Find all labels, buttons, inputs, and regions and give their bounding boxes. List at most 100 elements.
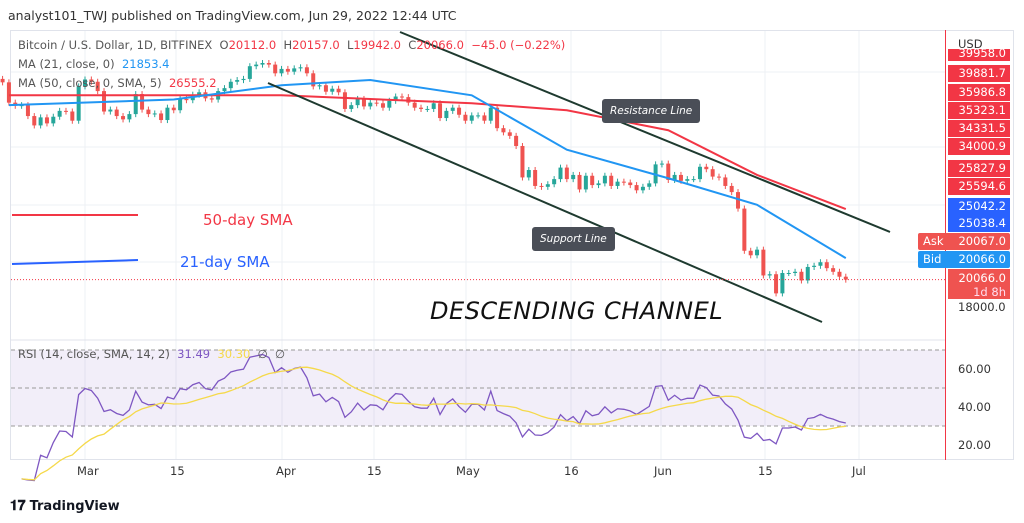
- channel-upper-line: [399, 31, 891, 233]
- candle-body: [260, 63, 265, 65]
- candle-body: [51, 116, 56, 124]
- low-value: 19942.0: [353, 38, 401, 52]
- candle-body: [95, 81, 100, 92]
- candle-body: [292, 68, 297, 72]
- candle-body: [374, 102, 379, 104]
- candle-body: [615, 181, 620, 186]
- candle-body: [83, 79, 87, 87]
- candle-body: [235, 80, 240, 82]
- candle-body: [672, 174, 677, 180]
- candle-body: [89, 79, 94, 82]
- x-tick: Mar: [77, 464, 99, 478]
- candle-body: [564, 167, 569, 180]
- candle-body: [647, 183, 652, 187]
- legend-ma21[interactable]: MA (21, close, 0) 21853.4: [18, 57, 170, 71]
- candle-body: [552, 179, 557, 185]
- ma21-label: MA (21, close, 0): [18, 57, 115, 71]
- high-label: H: [283, 38, 293, 52]
- candle-body: [368, 102, 373, 107]
- candle-body: [818, 262, 823, 266]
- x-tick: 15: [758, 464, 773, 478]
- x-tick: May: [456, 464, 480, 478]
- candle-body: [171, 107, 176, 111]
- candle-body: [786, 273, 791, 275]
- price-tag: 34331.5: [948, 120, 1010, 137]
- candle-body: [634, 185, 639, 191]
- bid-label: Bid: [923, 252, 942, 266]
- brand-name: TradingView: [29, 498, 120, 514]
- x-tick: Jun: [654, 464, 672, 478]
- candle-body: [6, 82, 11, 103]
- na-value: ∅: [275, 347, 286, 361]
- candle-body: [336, 88, 341, 93]
- candle-body: [349, 105, 354, 109]
- candle-body: [812, 265, 817, 267]
- price-tag: 39881.7: [948, 65, 1010, 82]
- candle-body: [298, 67, 303, 69]
- candle-body: [444, 110, 449, 119]
- candle-body: [178, 98, 183, 111]
- candle-body: [583, 175, 588, 190]
- ma50-value: 26555.2: [168, 76, 217, 90]
- candle-body: [152, 113, 157, 115]
- candle-body: [482, 115, 487, 121]
- na-value: ∅: [257, 347, 268, 361]
- candle-body: [222, 88, 227, 92]
- support-line-label: Support Line: [532, 227, 615, 251]
- bid-tag: Bid 20066.0: [918, 251, 1010, 268]
- rsi-tick: 40.00: [958, 400, 991, 414]
- candle-body: [774, 274, 779, 294]
- rsi-tick: 20.00: [958, 438, 991, 452]
- candle-body: [729, 185, 734, 193]
- candle-body: [571, 174, 576, 180]
- candle-body: [457, 107, 462, 115]
- tradingview-logo[interactable]: 𝟏𝟕 TradingView: [10, 498, 120, 514]
- candle-body: [495, 107, 500, 129]
- candle-body: [843, 276, 848, 280]
- candle-body: [723, 177, 728, 186]
- price-tag: 25042.2: [948, 198, 1010, 215]
- candle-body: [108, 109, 113, 112]
- legend-ma50[interactable]: MA (50, close, 0, SMA, 5) 26555.2: [18, 76, 217, 90]
- rsi-label: RSI (14, close, SMA, 14, 2): [18, 347, 170, 361]
- candle-body: [419, 107, 424, 109]
- ma21-line: [8, 79, 847, 259]
- sma21-annotation: 21-day SMA: [180, 253, 270, 271]
- candle-body: [317, 85, 322, 87]
- legend-rsi[interactable]: RSI (14, close, SMA, 14, 2) 31.49 30.30 …: [18, 347, 285, 361]
- rsi-ma-line: [21, 366, 846, 481]
- candle-body: [70, 111, 75, 121]
- open-label: O: [219, 38, 229, 52]
- ma21-value: 21853.4: [121, 57, 170, 71]
- candle-body: [520, 145, 525, 178]
- candle-body: [780, 273, 785, 294]
- candle-body: [38, 117, 43, 126]
- candle-body: [279, 68, 284, 74]
- candle-body: [184, 98, 189, 101]
- candle-body: [114, 109, 119, 117]
- bar-countdown: 1d 8h: [973, 285, 1006, 299]
- candle-body: [254, 64, 259, 67]
- candle-body: [463, 114, 468, 121]
- candle-body: [685, 179, 690, 181]
- candle-body: [488, 107, 493, 121]
- legend-symbol-row: Bitcoin / U.S. Dollar, 1D, BITFINEX O201…: [18, 38, 565, 52]
- high-value: 20157.0: [292, 38, 340, 52]
- candle-body: [755, 249, 760, 256]
- candle-body: [450, 107, 455, 111]
- candle-body: [133, 94, 138, 115]
- publisher-line: analyst101_TWJ published on TradingView.…: [8, 8, 457, 23]
- channel-lower-line: [267, 82, 823, 323]
- candle-body: [285, 68, 290, 72]
- candle-body: [697, 166, 702, 180]
- rsi-line: [21, 353, 846, 482]
- candle-body: [469, 115, 474, 121]
- bid-value: 20066.0: [958, 252, 1006, 266]
- price-tag: 25594.6: [948, 178, 1010, 195]
- change-value: −45.0 (−0.22%): [471, 38, 566, 52]
- candle-body: [476, 115, 481, 117]
- candle-body: [197, 92, 202, 95]
- rsi-value: 31.49: [177, 347, 211, 361]
- candle-body: [501, 128, 506, 133]
